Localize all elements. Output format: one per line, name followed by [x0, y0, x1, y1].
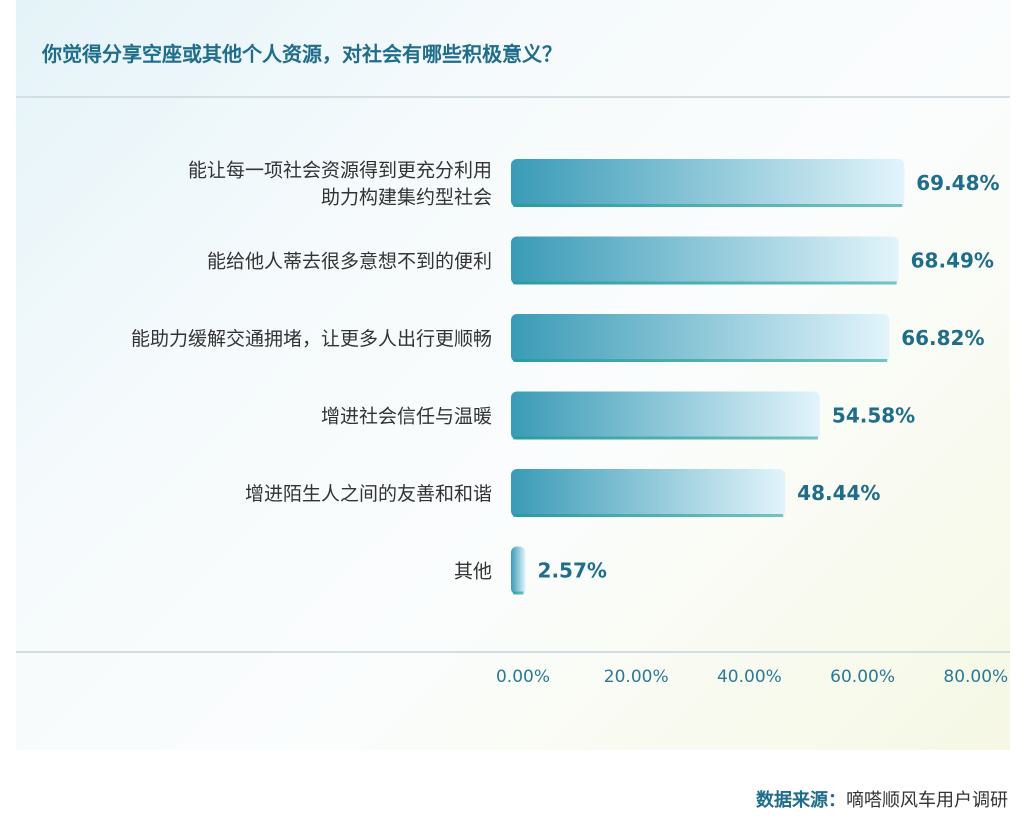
chart-panel: [16, 0, 1010, 750]
value-label-4: 48.44%: [797, 481, 880, 505]
data-source-label: 数据来源：: [756, 790, 846, 811]
bar-edge-2: [513, 359, 888, 362]
bar-0: [511, 159, 905, 207]
bar-edge-5: [513, 591, 524, 595]
value-label-5: 2.57%: [538, 559, 607, 583]
x-tick-label-1: 20.00%: [604, 667, 669, 687]
title-divider: [16, 96, 1010, 98]
category-label-0-1: 助力构建集约型社会: [321, 187, 492, 209]
x-tick-label-4: 80.00%: [943, 667, 1008, 687]
category-label-1-0: 能给他人蒂去很多意想不到的便利: [207, 251, 492, 273]
chart-title: 你觉得分享空座或其他个人资源，对社会有哪些积极意义？: [42, 42, 562, 66]
category-label-2-0: 能助力缓解交通拥堵，让更多人出行更顺畅: [131, 328, 492, 350]
value-label-0: 69.48%: [916, 171, 999, 195]
bar-3: [511, 391, 820, 440]
data-source-text: 嘀嗒顺风车用户调研: [846, 790, 1008, 811]
bar-edge-4: [513, 514, 784, 517]
x-tick-label-3: 60.00%: [830, 667, 895, 687]
bar-edge-0: [513, 204, 903, 207]
x-tick-label-0: 0.00%: [496, 667, 550, 687]
bar-5: [511, 546, 526, 595]
bar-1: [511, 236, 899, 285]
bar-edge-1: [513, 281, 897, 285]
bar-edge-3: [513, 436, 818, 440]
value-label-2: 66.82%: [901, 326, 984, 350]
data-source: 数据来源：嘀嗒顺风车用户调研: [756, 786, 1008, 812]
bar-4: [511, 469, 786, 517]
category-label-5-0: 其他: [454, 561, 492, 583]
axis-baseline: [16, 651, 1010, 653]
x-tick-label-2: 40.00%: [717, 667, 782, 687]
value-label-1: 68.49%: [911, 249, 994, 273]
category-label-4-0: 增进陌生人之间的友善和和谐: [245, 483, 492, 505]
value-label-3: 54.58%: [832, 404, 915, 428]
bar-2: [511, 314, 890, 362]
category-label-0-0: 能让每一项社会资源得到更充分利用: [188, 160, 492, 182]
category-label-3-0: 增进社会信任与温暖: [321, 406, 492, 428]
